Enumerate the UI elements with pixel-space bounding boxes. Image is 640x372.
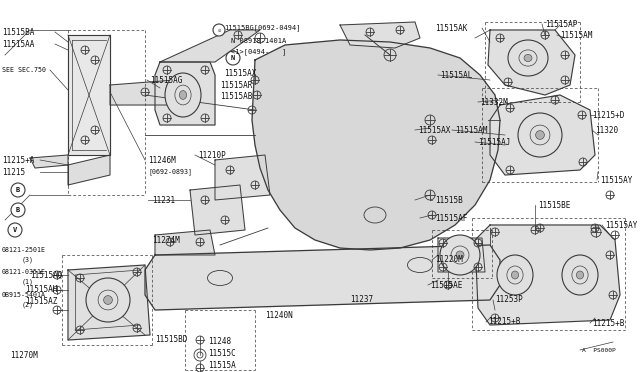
Polygon shape: [488, 30, 575, 95]
Text: 11215+D: 11215+D: [592, 110, 625, 119]
Text: 11220M: 11220M: [435, 256, 463, 264]
Ellipse shape: [497, 255, 533, 295]
Text: 11515AG: 11515AG: [150, 76, 182, 84]
Ellipse shape: [524, 54, 532, 62]
Text: 11515AM: 11515AM: [560, 31, 593, 39]
Circle shape: [11, 183, 25, 197]
Text: 11515AH: 11515AH: [25, 285, 58, 294]
Text: N: N: [231, 55, 235, 61]
Polygon shape: [68, 155, 110, 185]
Text: ♾: ♾: [218, 28, 221, 32]
Text: N 08918-1401A: N 08918-1401A: [231, 38, 286, 44]
Ellipse shape: [165, 73, 201, 117]
Text: 11515AL: 11515AL: [440, 71, 472, 80]
Text: [0692-0893]: [0692-0893]: [148, 169, 192, 175]
Ellipse shape: [577, 271, 584, 279]
Text: 11274M: 11274M: [152, 235, 180, 244]
Ellipse shape: [508, 40, 548, 76]
Text: 11515BD: 11515BD: [155, 336, 188, 344]
Polygon shape: [68, 35, 110, 155]
Text: 11515AK: 11515AK: [435, 23, 467, 32]
Ellipse shape: [440, 235, 480, 275]
Polygon shape: [155, 62, 215, 125]
Polygon shape: [438, 238, 485, 272]
Circle shape: [226, 51, 240, 65]
Text: 11210P: 11210P: [198, 151, 226, 160]
Text: 11515BG[0692-0494]: 11515BG[0692-0494]: [224, 25, 301, 31]
Polygon shape: [252, 40, 500, 250]
Polygon shape: [215, 155, 270, 200]
Text: 11515A: 11515A: [208, 362, 236, 371]
Circle shape: [213, 24, 225, 36]
Text: 11320: 11320: [595, 125, 618, 135]
Text: 11515AR: 11515AR: [220, 80, 252, 90]
Polygon shape: [145, 245, 500, 310]
Text: 11515AX: 11515AX: [224, 68, 257, 77]
Text: 11240N: 11240N: [265, 311, 292, 320]
Ellipse shape: [104, 296, 113, 304]
Polygon shape: [475, 225, 620, 325]
Text: B: B: [16, 187, 20, 193]
Polygon shape: [190, 185, 245, 235]
Polygon shape: [490, 95, 595, 175]
Polygon shape: [160, 30, 260, 62]
Text: 11231: 11231: [152, 196, 175, 205]
Text: 11215+B: 11215+B: [488, 317, 520, 327]
Ellipse shape: [536, 131, 545, 140]
Text: 11515AY: 11515AY: [605, 221, 637, 230]
Text: 11515AA: 11515AA: [2, 39, 35, 48]
Polygon shape: [155, 230, 215, 255]
Polygon shape: [68, 265, 150, 340]
Text: 11515AP: 11515AP: [545, 19, 577, 29]
Text: 11515AZ: 11515AZ: [25, 298, 58, 307]
Text: 11515AM: 11515AM: [455, 125, 488, 135]
Text: 11515BE: 11515BE: [538, 201, 570, 209]
Ellipse shape: [456, 251, 464, 259]
Text: (2): (2): [22, 302, 34, 308]
Text: 08121-0351E: 08121-0351E: [2, 269, 46, 275]
Text: 11515AJ: 11515AJ: [478, 138, 510, 147]
Text: (3): (3): [22, 257, 34, 263]
Text: 11332M: 11332M: [480, 97, 508, 106]
Text: 11215: 11215: [2, 167, 25, 176]
Text: 11237: 11237: [350, 295, 373, 305]
Ellipse shape: [518, 113, 562, 157]
Circle shape: [11, 203, 25, 217]
Text: V: V: [13, 227, 17, 233]
Text: 11215+B: 11215+B: [592, 318, 625, 327]
Text: 11515BA: 11515BA: [2, 28, 35, 36]
Text: B: B: [16, 207, 20, 213]
Ellipse shape: [86, 278, 130, 322]
Ellipse shape: [511, 271, 518, 279]
Ellipse shape: [562, 255, 598, 295]
Text: 11515B: 11515B: [435, 196, 463, 205]
Text: 11248: 11248: [208, 337, 231, 346]
Text: 11215+A: 11215+A: [2, 155, 35, 164]
Polygon shape: [110, 80, 175, 105]
Text: 11515AX: 11515AX: [418, 125, 451, 135]
Text: A  PS000P: A PS000P: [582, 347, 616, 353]
Text: (1): (1): [22, 279, 34, 285]
Polygon shape: [30, 155, 68, 168]
Circle shape: [8, 223, 22, 237]
Text: 11515C: 11515C: [208, 350, 236, 359]
Text: 11515AB: 11515AB: [220, 92, 252, 100]
Text: SEE SEC.750: SEE SEC.750: [2, 67, 46, 73]
Text: 11246M: 11246M: [148, 155, 176, 164]
Text: <1>[0494-   ]: <1>[0494- ]: [231, 49, 286, 55]
Text: 11515AQ: 11515AQ: [30, 270, 62, 279]
Text: 08121-2501E: 08121-2501E: [2, 247, 46, 253]
Text: 11253P: 11253P: [495, 295, 523, 305]
Polygon shape: [340, 22, 420, 48]
Ellipse shape: [179, 91, 187, 99]
Text: 11515AF: 11515AF: [435, 214, 467, 222]
Text: 0B915-5401A: 0B915-5401A: [2, 292, 46, 298]
Text: 11515AY: 11515AY: [600, 176, 632, 185]
Text: 11515AE: 11515AE: [430, 280, 462, 289]
Text: 11270M: 11270M: [10, 350, 38, 359]
